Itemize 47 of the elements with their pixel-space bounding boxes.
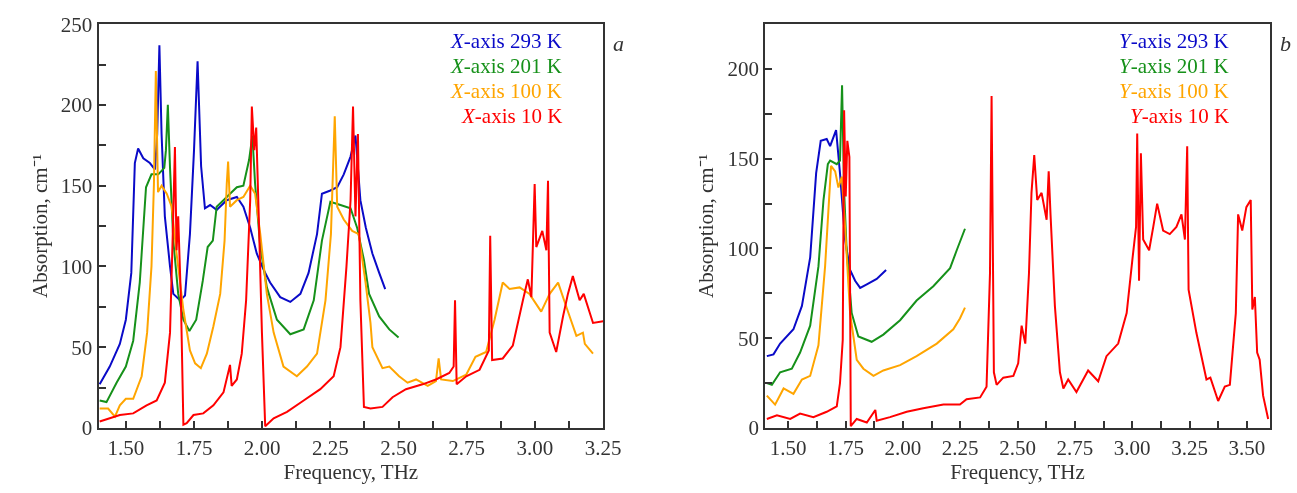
x-tick-label: 1.75 <box>175 436 213 461</box>
x-tick-label: 3.50 <box>1228 436 1266 461</box>
x-axis-title: Frequency, THz <box>283 460 419 485</box>
line-series <box>98 44 387 386</box>
text: Y-axis 201 K <box>1119 54 1229 78</box>
x-tick-label: 2.50 <box>999 436 1036 461</box>
x-tick-label: 2.00 <box>243 436 281 461</box>
y-tick-label: 150 <box>60 174 93 199</box>
x-tick-label: 1.75 <box>827 436 864 461</box>
line-series <box>765 164 966 406</box>
text: a <box>613 31 624 56</box>
x-tick-label: 1.50 <box>769 436 807 461</box>
y-tick-label: 0 <box>81 416 93 441</box>
x-tick-label: 2.25 <box>941 436 979 461</box>
x-tick-label: 3.00 <box>516 436 554 461</box>
series-label: Y-axis 10 K <box>1130 104 1230 128</box>
y-axis-title: Absorption, cm⁻¹ <box>27 154 52 299</box>
line-series <box>765 129 888 358</box>
y-tick-label: 100 <box>60 254 93 279</box>
y-tick-label: 0 <box>748 416 760 441</box>
line-series <box>765 84 966 386</box>
y-tick-label: 200 <box>60 93 93 118</box>
x-tick-label: 1.50 <box>107 436 145 461</box>
y-tick-label: 150 <box>727 147 760 172</box>
x-tick-label: 3.25 <box>1171 436 1208 461</box>
y-tick-label: 250 <box>60 12 93 37</box>
text: X-axis 293 K <box>450 29 562 53</box>
text: X-axis 10 K <box>461 104 563 128</box>
y-tick-label: 200 <box>727 57 760 82</box>
y-tick-label: 50 <box>71 335 93 360</box>
x-tick-label: 2.75 <box>448 436 486 461</box>
text: Y-axis 293 K <box>1119 29 1229 53</box>
y-axis-title: Absorption, cm⁻¹ <box>694 154 719 299</box>
text: b <box>1280 31 1291 56</box>
x-tick-label: 3.25 <box>584 436 622 461</box>
y-tick-label: 100 <box>727 236 760 261</box>
x-tick-label: 2.00 <box>884 436 922 461</box>
x-tick-label: 2.75 <box>1056 436 1094 461</box>
x-tick-label: 2.25 <box>312 436 349 461</box>
text: X-axis 201 K <box>450 54 562 78</box>
text: X-axis 100 K <box>450 79 562 103</box>
x-tick-label: 3.00 <box>1113 436 1151 461</box>
x-axis-title: Frequency, THz <box>950 460 1085 485</box>
text: Y-axis 100 K <box>1119 79 1229 103</box>
line-series <box>98 103 400 404</box>
y-tick-label: 50 <box>738 326 760 351</box>
x-tick-label: 2.50 <box>380 436 417 461</box>
